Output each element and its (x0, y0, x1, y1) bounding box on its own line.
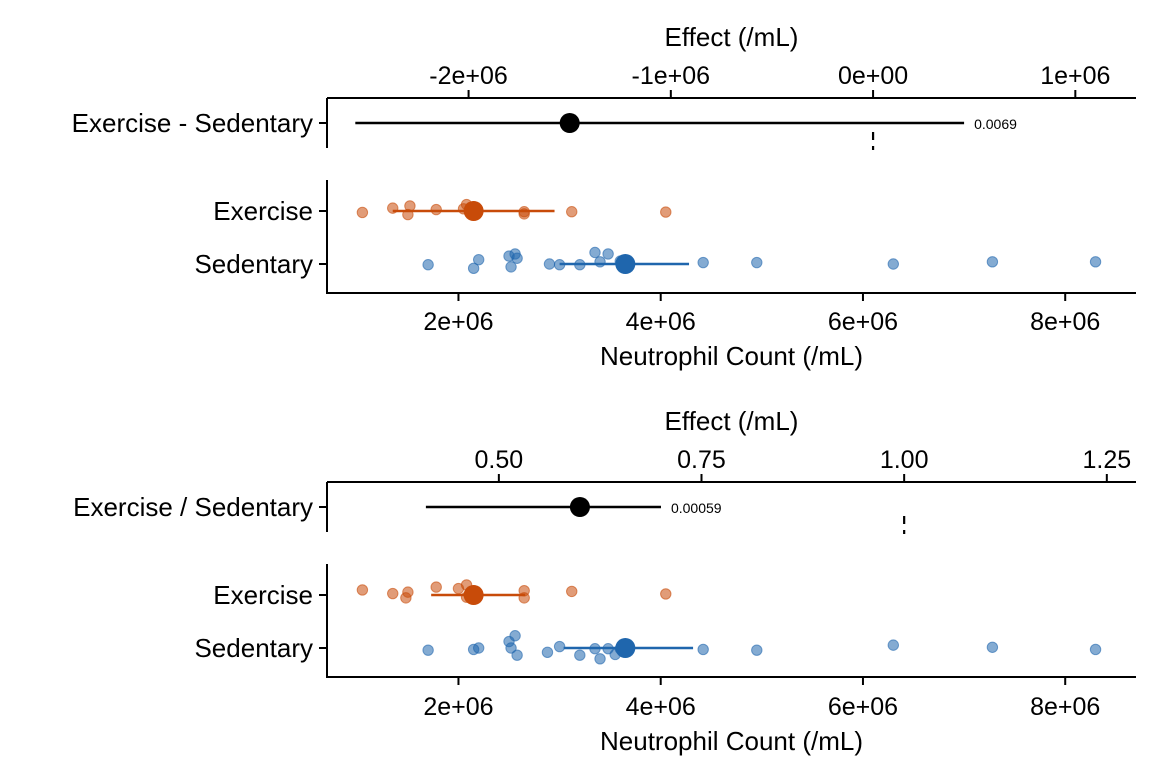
data-point-sedentary (467, 262, 480, 275)
data-point-exercise (430, 581, 442, 593)
data-point-exercise (356, 206, 369, 219)
data-point-sedentary (602, 248, 614, 260)
group-label-exercise: Exercise (213, 580, 313, 610)
group-mean-point-exercise (463, 201, 484, 221)
data-point-sedentary (986, 256, 999, 268)
effect-axis-tick-label: 1.00 (880, 446, 929, 474)
data-point-sedentary (509, 630, 521, 642)
data-point-sedentary (472, 253, 485, 266)
effect-axis-tick-label: 0.75 (677, 446, 726, 474)
data-point-sedentary (589, 246, 601, 259)
data-point-sedentary (574, 649, 586, 661)
effect-axis-tick-label: 1e+06 (1040, 62, 1110, 90)
effect-axis-title: Effect (/mL) (665, 406, 799, 436)
data-point-exercise (356, 584, 369, 596)
contrast-label: Exercise / Sedentary (73, 492, 313, 522)
contrast-estimate-point (569, 497, 590, 517)
contrast-p-value: 0.0069 (974, 116, 1017, 132)
data-point-exercise (402, 586, 414, 598)
group-label-exercise: Exercise (213, 196, 313, 226)
group-label-sedentary: Sedentary (194, 633, 313, 663)
count-axis-tick-label: 2e+06 (423, 693, 493, 721)
count-axis-tick-label: 4e+06 (626, 693, 696, 721)
data-point-sedentary (751, 256, 763, 269)
data-point-exercise (566, 206, 578, 218)
count-axis-tick-label: 4e+06 (626, 308, 696, 336)
data-point-sedentary (751, 644, 763, 656)
data-point-exercise (404, 200, 416, 212)
count-axis-tick-label: 8e+06 (1030, 308, 1100, 336)
data-point-sedentary (505, 261, 517, 273)
data-point-sedentary (541, 646, 554, 659)
effect-axis-tick-label: 0.50 (475, 446, 524, 474)
group-label-sedentary: Sedentary (194, 249, 313, 279)
data-point-exercise (430, 203, 442, 216)
effect-axis-tick-label: -2e+06 (429, 62, 508, 90)
group-mean-point-exercise (463, 585, 484, 605)
effect-axis-tick-label: 0e+00 (838, 62, 908, 90)
count-axis-tick-label: 6e+06 (828, 693, 898, 721)
count-axis-tick-label: 2e+06 (423, 308, 493, 336)
data-point-sedentary (422, 644, 434, 656)
data-point-sedentary (505, 642, 517, 654)
count-axis-title: Neutrophil Count (/mL) (600, 726, 863, 756)
data-point-sedentary (887, 639, 899, 651)
data-point-sedentary (1089, 643, 1102, 656)
data-point-sedentary (511, 252, 523, 264)
data-point-exercise (660, 588, 672, 600)
data-point-sedentary (543, 258, 556, 270)
effect-axis-title: Effect (/mL) (665, 22, 799, 52)
data-point-sedentary (511, 649, 523, 661)
data-point-sedentary (697, 643, 709, 656)
data-point-sedentary (1089, 256, 1102, 268)
data-point-exercise (566, 585, 578, 598)
effect-axis-tick-label: -1e+06 (632, 62, 711, 90)
group-mean-point-sedentary (615, 254, 636, 274)
contrast-p-value: 0.00059 (671, 500, 722, 516)
data-point-sedentary (594, 256, 606, 268)
data-point-sedentary (594, 653, 606, 665)
difference-panel: Effect (/mL) -2e+06 -1e+06 0e+00 1e+06 Exerci… (72, 22, 1136, 371)
count-axis-tick-label: 8e+06 (1030, 693, 1100, 721)
data-point-exercise (660, 206, 672, 218)
count-axis-title: Neutrophil Count (/mL) (600, 341, 863, 371)
contrast-estimate-point (559, 113, 580, 133)
contrast-label: Exercise - Sedentary (72, 108, 313, 138)
data-point-exercise (387, 587, 399, 600)
data-point-sedentary (553, 640, 566, 653)
data-point-sedentary (697, 256, 709, 269)
data-point-sedentary (422, 259, 434, 271)
data-point-sedentary (887, 258, 899, 270)
data-point-sedentary (472, 642, 485, 654)
count-axis-tick-label: 6e+06 (828, 308, 898, 336)
effect-axis-tick-label: 1.25 (1082, 446, 1131, 474)
group-mean-point-sedentary (615, 638, 636, 658)
ratio-panel: Effect (/mL) 0.50 0.75 1.00 1.25 Exercise / S… (73, 406, 1136, 756)
data-point-sedentary (986, 641, 999, 653)
